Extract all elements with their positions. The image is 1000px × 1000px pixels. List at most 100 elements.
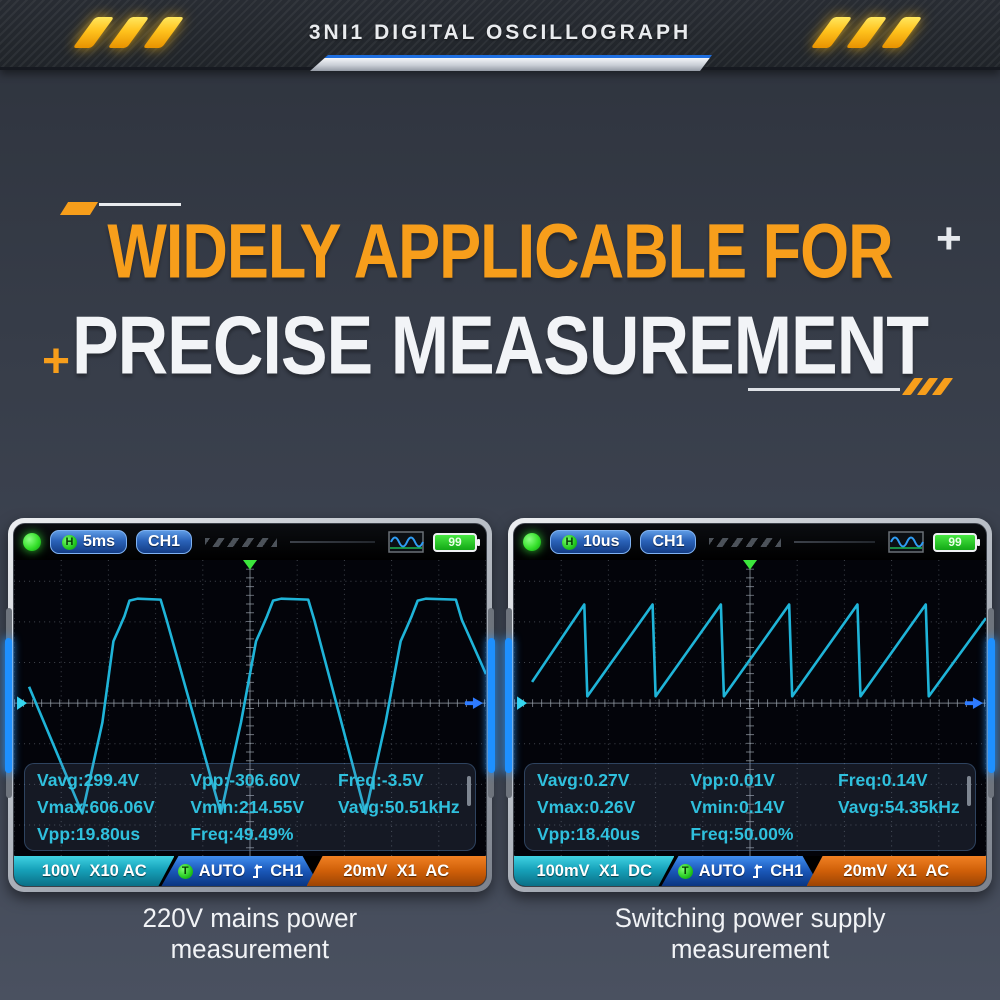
timebase-value: 5ms — [83, 533, 116, 550]
scope-display: Vavg:0.27V Vpp:0.01V Freq:0.14V Vmax:0.2… — [514, 560, 986, 856]
horizontal-icon: H — [562, 534, 577, 550]
scope-display: Vavg:299.4V Vpp:-306.60V Freq:-3.5V Vmax… — [14, 560, 486, 856]
blue-glow-bar — [5, 638, 12, 773]
oscilloscope-left: H 5ms CH1 99 — [5, 518, 495, 892]
right-edge-arrow-marker[interactable] — [464, 697, 483, 709]
trigger-position-marker[interactable] — [742, 560, 758, 570]
battery-level: 99 — [948, 535, 962, 549]
battery-indicator: 99 — [433, 532, 480, 552]
header-bar: 3NI1 DIGITAL OSCILLOGRAPH — [0, 0, 1000, 70]
oscilloscope-right: H 10us CH1 99 — [505, 518, 995, 892]
trigger-icon: T — [178, 864, 193, 879]
hero-heading-line2: PRECISE MEASUREMENT — [71, 299, 929, 392]
measurement-value — [338, 821, 463, 847]
measurement-value: Freq:0.14V — [838, 770, 928, 790]
scope-bottom-bar: 100V X10 AC T AUTO CH1 20mV X1 AC — [14, 856, 486, 886]
plus-decor-top-right: + — [936, 214, 962, 263]
scope-left-block: H 5ms CH1 99 — [5, 518, 495, 964]
measurement-value: Freq:50.00% — [690, 824, 794, 844]
hatch-decor — [205, 537, 278, 547]
waveform-icon — [888, 531, 924, 553]
rising-edge-icon — [251, 863, 264, 879]
timebase-badge[interactable]: H 5ms — [50, 530, 128, 554]
measurement-value: Freq:49.49% — [190, 824, 294, 844]
measurement-value: Vmin:0.14V — [690, 797, 785, 817]
caption-line1: Switching power supply — [614, 903, 886, 933]
product-title: 3NI1 DIGITAL OSCILLOGRAPH — [308, 21, 692, 44]
waveform-icon — [388, 531, 424, 553]
trigger-mode-label: AUTO — [698, 861, 746, 880]
horizontal-icon: H — [62, 534, 77, 550]
line-decor — [290, 541, 375, 543]
scope-caption: Switching power supply measurement — [615, 903, 886, 964]
trigger-source-label: CH1 — [770, 861, 804, 880]
trigger-settings-button[interactable]: T AUTO CH1 — [161, 856, 319, 886]
channel1-settings-label: 100mV X1 DC — [536, 861, 653, 880]
channel1-settings-button[interactable]: 100mV X1 DC — [514, 856, 674, 886]
measurement-value: Vmax:606.06V — [37, 797, 155, 817]
measurement-value: Vavg:50.51kHz — [338, 797, 460, 817]
line-decor — [794, 541, 875, 543]
top-left-line-decor — [99, 203, 181, 206]
bottom-right-line-decor — [748, 388, 900, 391]
hatch-decor — [709, 537, 782, 547]
hero-section: WIDELY APPLICABLE FOR + + PRECISE MEASUR… — [0, 196, 1000, 406]
scope-right-block: H 10us CH1 99 — [505, 518, 995, 964]
channel1-settings-button[interactable]: 100V X10 AC — [14, 856, 174, 886]
measurement-value — [838, 821, 963, 847]
slash-icon — [845, 17, 888, 48]
channel2-settings-label: 20mV X1 AC — [343, 861, 450, 880]
waveform-plot — [14, 560, 486, 856]
blue-glow-bar — [488, 638, 495, 773]
channel1-settings-label: 100V X10 AC — [41, 861, 147, 880]
channel2-settings-label: 20mV X1 AC — [843, 861, 950, 880]
chrome-accent-bar — [310, 55, 712, 71]
scope-status-bar: H 10us CH1 99 — [514, 524, 986, 560]
trigger-mode-label: AUTO — [198, 861, 246, 880]
bottom-right-slashes-decor — [901, 378, 954, 395]
channel-level-marker[interactable] — [517, 696, 528, 710]
trigger-position-marker[interactable] — [242, 560, 258, 570]
scope-status-bar: H 5ms CH1 99 — [14, 524, 486, 560]
channel-label: CH1 — [148, 533, 181, 550]
measurement-value: Vavg:54.35kHz — [838, 797, 960, 817]
channel-level-marker[interactable] — [17, 696, 28, 710]
measurement-value: Vpp:-306.60V — [190, 770, 301, 790]
measurement-panel: Vavg:299.4V Vpp:-306.60V Freq:-3.5V Vmax… — [24, 763, 476, 851]
trigger-icon: T — [678, 864, 693, 879]
measurement-value: Vpp:19.80us — [37, 824, 141, 844]
caption-line2: measurement — [670, 933, 830, 964]
waveform-plot — [514, 560, 986, 856]
trigger-settings-button[interactable]: T AUTO CH1 — [661, 856, 819, 886]
measurement-value: Vpp:18.40us — [537, 824, 641, 844]
channel-badge[interactable]: CH1 — [136, 530, 193, 554]
right-edge-arrow-marker[interactable] — [964, 697, 983, 709]
measurement-value: Vmax:0.26V — [537, 797, 636, 817]
battery-level: 99 — [448, 535, 462, 549]
battery-indicator: 99 — [933, 532, 980, 552]
measurement-value: Vpp:0.01V — [690, 770, 775, 790]
blue-glow-bar — [505, 638, 512, 773]
hero-heading-line1: WIDELY APPLICABLE FOR — [107, 209, 893, 295]
channel2-settings-button[interactable]: 20mV X1 AC — [306, 856, 486, 886]
measurement-value: Vmin:214.55V — [190, 797, 305, 817]
caption-line2: measurement — [170, 933, 330, 964]
scope-bottom-bar: 100mV X1 DC T AUTO CH1 20mV X1 AC — [514, 856, 986, 886]
caption-line1: 220V mains power — [142, 903, 358, 933]
power-led — [523, 533, 541, 551]
measurement-value: Vavg:299.4V — [37, 770, 140, 790]
measurement-value: Vavg:0.27V — [537, 770, 630, 790]
channel-badge[interactable]: CH1 — [640, 530, 697, 554]
measurement-value: Freq:-3.5V — [338, 770, 424, 790]
trigger-source-label: CH1 — [270, 861, 304, 880]
blue-glow-bar — [988, 638, 995, 773]
channel-label: CH1 — [652, 533, 685, 550]
rising-edge-icon — [751, 863, 764, 879]
timebase-badge[interactable]: H 10us — [550, 530, 632, 554]
plus-decor-left: + — [42, 335, 71, 388]
channel2-settings-button[interactable]: 20mV X1 AC — [806, 856, 986, 886]
measurement-panel: Vavg:0.27V Vpp:0.01V Freq:0.14V Vmax:0.2… — [524, 763, 976, 851]
scope-caption: 220V mains power measurement — [143, 903, 358, 964]
header-slashes-right — [810, 17, 923, 48]
timebase-value: 10us — [583, 533, 620, 550]
